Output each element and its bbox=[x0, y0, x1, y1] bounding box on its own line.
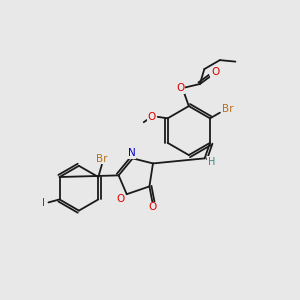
Text: O: O bbox=[147, 112, 156, 122]
Text: Br: Br bbox=[96, 154, 108, 164]
Text: H: H bbox=[208, 157, 215, 167]
Text: O: O bbox=[117, 194, 125, 204]
Text: I: I bbox=[42, 198, 45, 208]
Text: O: O bbox=[177, 83, 185, 94]
Text: O: O bbox=[211, 67, 219, 77]
Text: O: O bbox=[149, 202, 157, 212]
Text: Br: Br bbox=[222, 104, 234, 114]
Text: N: N bbox=[128, 148, 136, 158]
